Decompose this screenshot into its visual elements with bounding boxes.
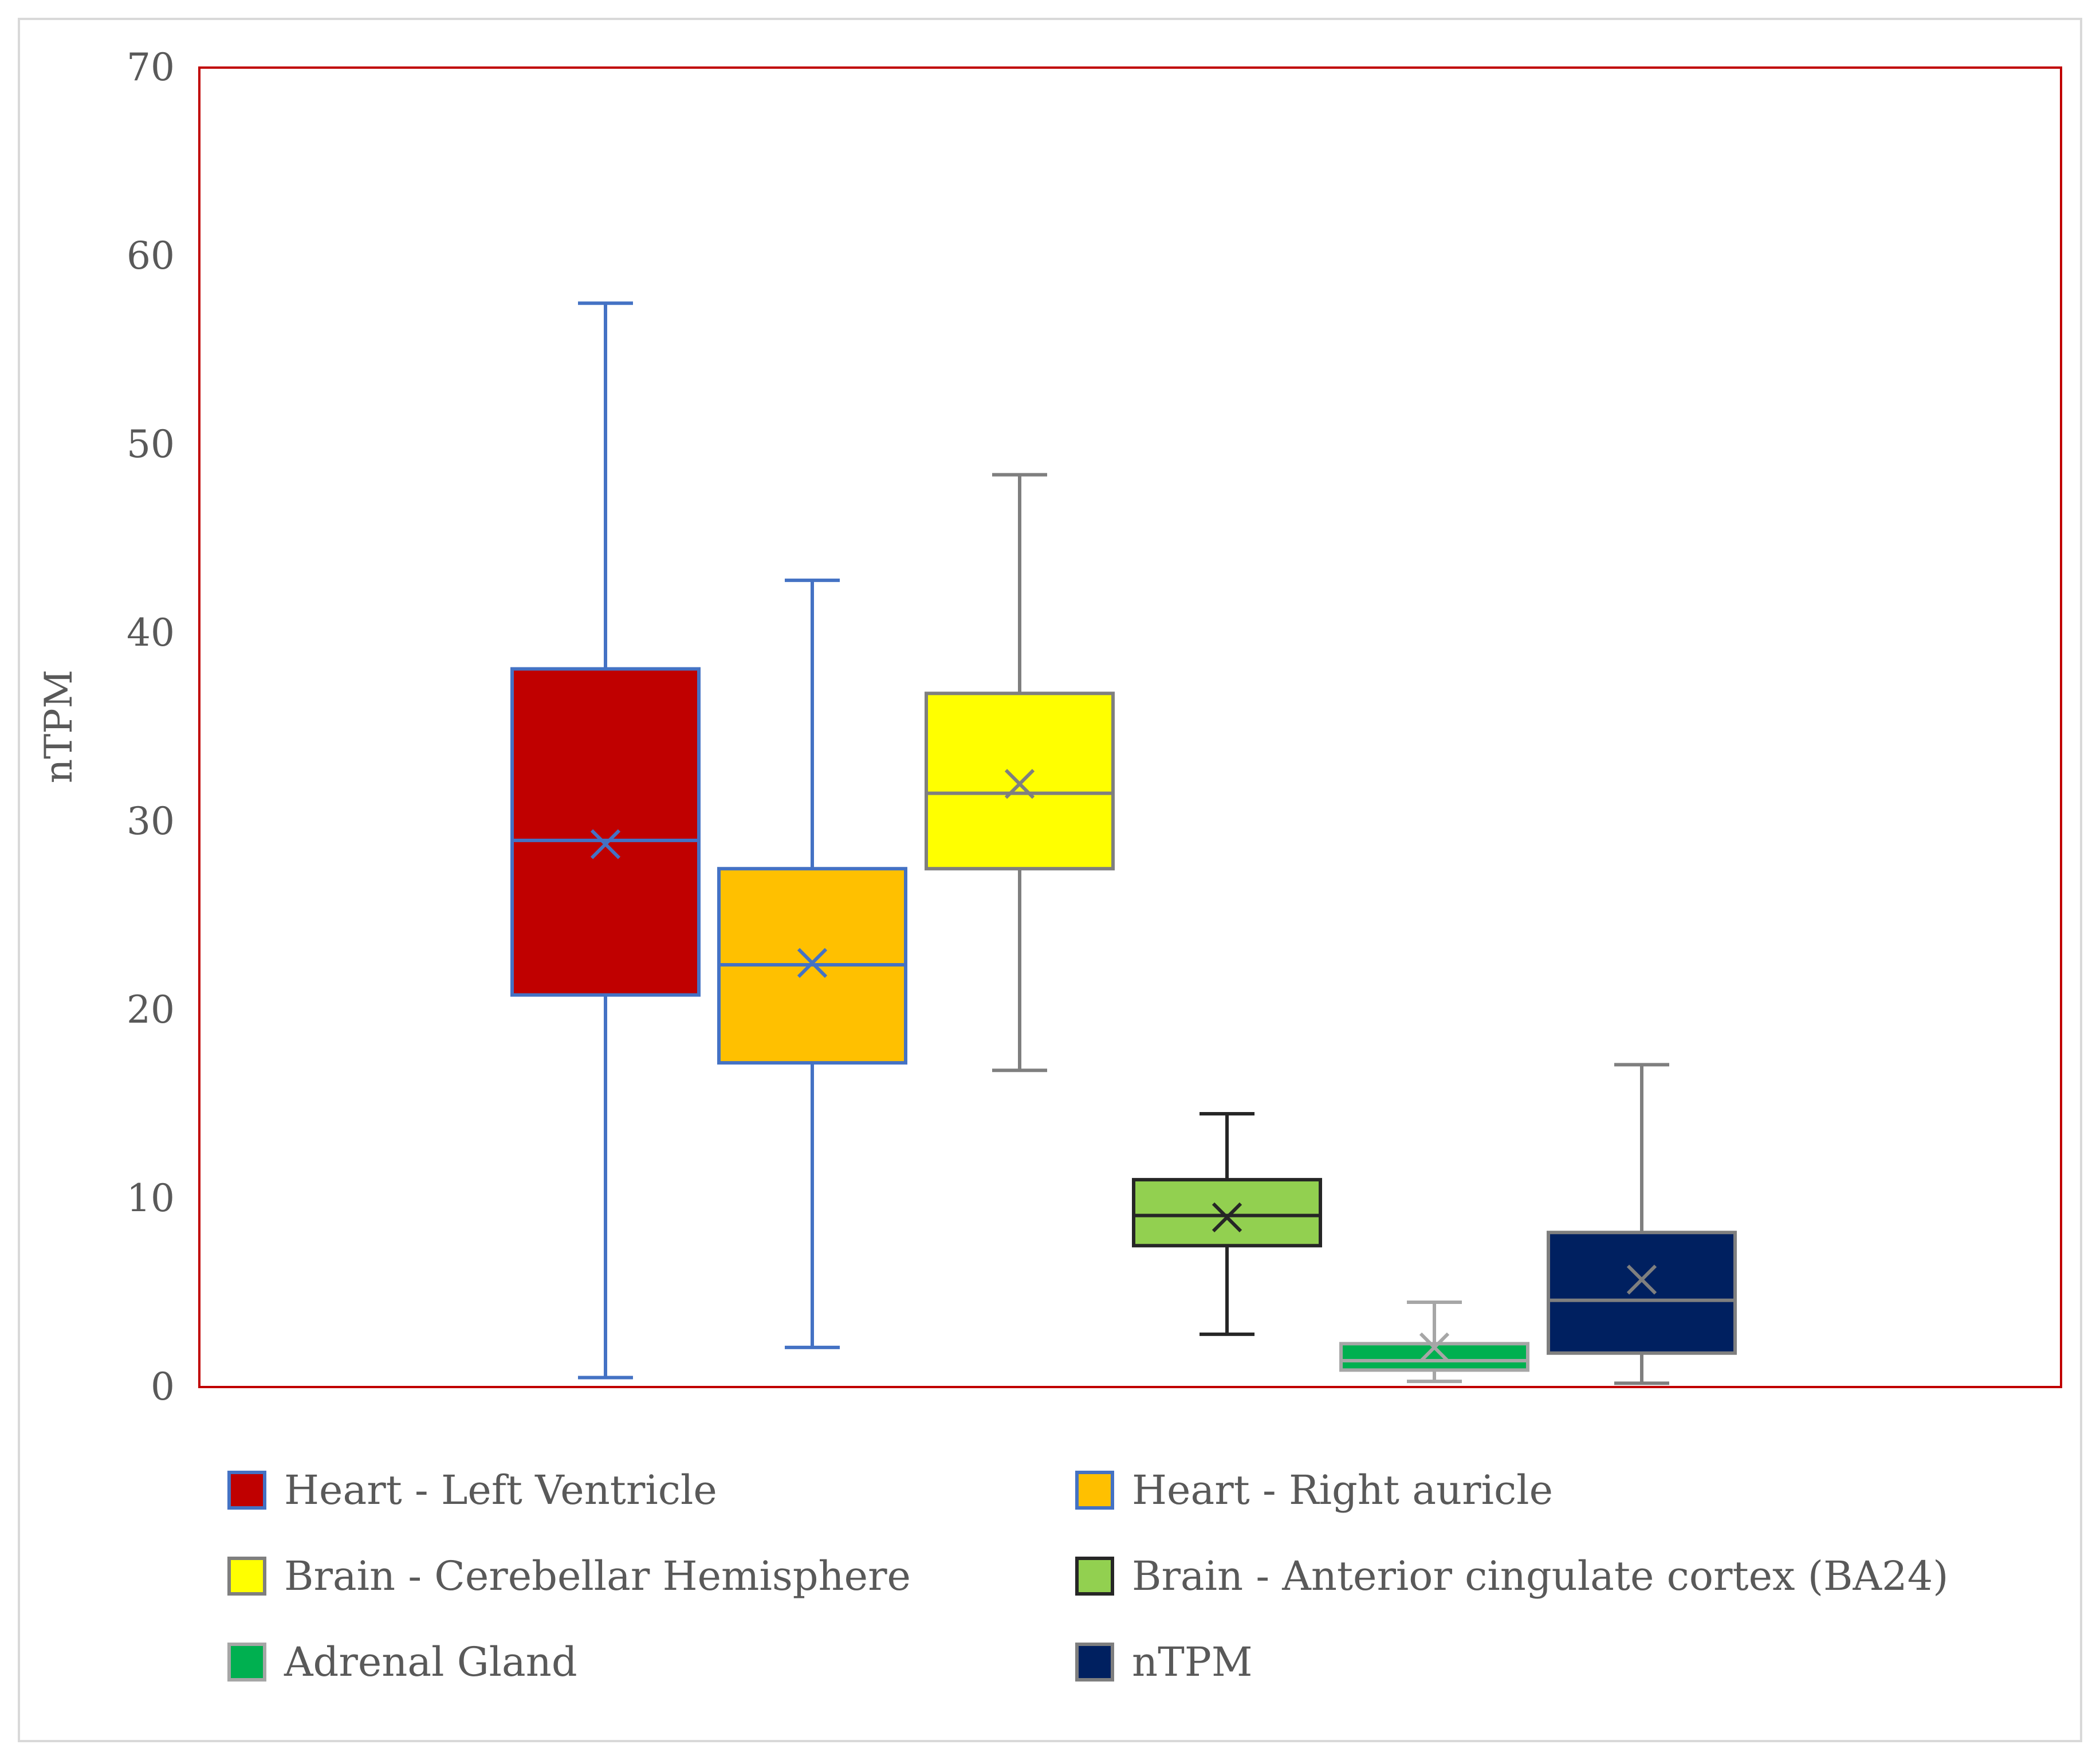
mean-marker xyxy=(1212,1202,1242,1233)
legend-label: Brain - Cerebellar Hemisphere xyxy=(284,1553,911,1600)
legend-label: Heart - Left Ventricle xyxy=(284,1467,717,1514)
mean-marker xyxy=(797,948,828,978)
y-tick-label: 10 xyxy=(127,1176,175,1220)
mean-marker xyxy=(1626,1264,1657,1295)
legend-item: Brain - Cerebellar Hemisphere xyxy=(227,1553,911,1600)
legend-item: Brain - Anterior cingulate cortex (BA24) xyxy=(1075,1553,1948,1600)
box-series xyxy=(1132,1111,1322,1336)
y-tick-label: 70 xyxy=(127,45,175,89)
legend-swatch xyxy=(227,1557,266,1596)
legend-label: nTPM xyxy=(1132,1639,1253,1686)
iqr-box xyxy=(1547,1231,1737,1355)
box-series xyxy=(1339,1300,1529,1384)
y-axis-title: nTPM xyxy=(37,670,81,784)
legend-item: Adrenal Gland xyxy=(227,1639,577,1686)
box-series xyxy=(925,473,1115,1072)
mean-marker xyxy=(1419,1332,1450,1363)
legend-swatch xyxy=(1075,1643,1114,1682)
legend-swatch xyxy=(1075,1557,1114,1596)
y-axis-ticks: 0 10 20 30 40 50 60 70 xyxy=(127,45,175,1409)
legend: Heart - Left Ventricle Heart - Right auri… xyxy=(227,1467,1948,1686)
legend-swatch xyxy=(1075,1471,1114,1510)
legend-swatch xyxy=(227,1471,266,1510)
legend-item: Heart - Left Ventricle xyxy=(227,1467,717,1514)
y-tick-label: 40 xyxy=(127,611,175,655)
box-plot-series xyxy=(510,301,1737,1385)
iqr-box xyxy=(1132,1178,1322,1248)
iqr-box xyxy=(510,667,701,997)
legend-item: nTPM xyxy=(1075,1639,1253,1686)
chart-outer-border xyxy=(18,18,2082,1742)
box-series xyxy=(717,578,907,1349)
plot-area-border xyxy=(198,66,2062,1388)
y-tick-label: 60 xyxy=(127,234,175,278)
mean-marker xyxy=(1004,769,1035,799)
legend-item: Heart - Right auricle xyxy=(1075,1467,1553,1514)
box-series xyxy=(510,301,701,1380)
legend-label: Brain - Anterior cingulate cortex (BA24) xyxy=(1132,1553,1948,1600)
legend-swatch xyxy=(227,1643,266,1682)
y-tick-label: 50 xyxy=(127,422,175,466)
y-tick-label: 30 xyxy=(127,799,175,843)
legend-label: Adrenal Gland xyxy=(284,1639,577,1686)
box-series xyxy=(1547,1063,1737,1385)
legend-label: Heart - Right auricle xyxy=(1132,1467,1553,1514)
iqr-box xyxy=(925,692,1115,871)
y-tick-label: 0 xyxy=(151,1365,175,1409)
y-tick-label: 20 xyxy=(127,988,175,1032)
mean-marker xyxy=(590,829,621,859)
